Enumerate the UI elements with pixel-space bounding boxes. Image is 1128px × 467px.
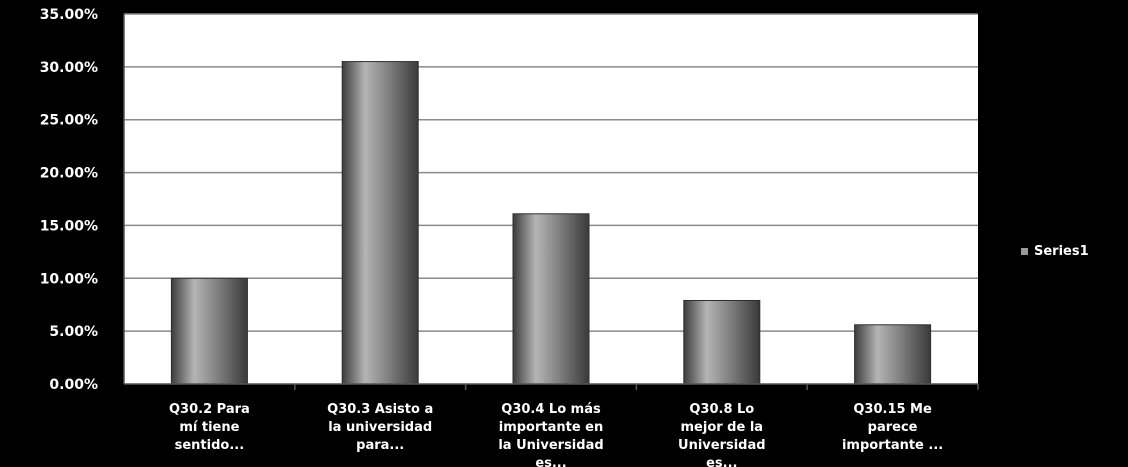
x-category-label-line: importante ...	[842, 438, 943, 453]
x-category-label: Q30.8 Lo mejor de la Universidad es...	[678, 402, 766, 467]
y-tick-label: 0.00%	[49, 377, 98, 393]
x-category-label-line: Q30.2 Para	[169, 402, 250, 417]
x-category-label-line: mí tiene	[179, 420, 239, 435]
x-category-label-line: Q30.15 Me	[853, 402, 932, 417]
x-category-label-line: importante en	[499, 420, 604, 435]
x-category-label: Q30.4 Lo más importante en la Universidad e…	[498, 402, 603, 467]
x-category-label-line: Universidad	[678, 438, 766, 453]
legend: Series1	[1021, 244, 1089, 259]
y-tick-label: 25.00%	[40, 113, 98, 129]
bar	[512, 213, 590, 385]
y-tick-label: 15.00%	[40, 218, 98, 234]
x-category-label-line: es...	[535, 456, 566, 467]
y-tick-label: 30.00%	[40, 60, 98, 76]
x-category-label: Q30.2 Para mí tiene sentido...	[169, 402, 250, 453]
bar	[683, 299, 761, 385]
x-category-labels: Q30.2 Para mí tiene sentido... Q30.3 Asisto…	[169, 402, 943, 467]
x-category-label-line: mejor de la	[681, 420, 764, 435]
x-category-label: Q30.15 Me parece importante ...	[842, 402, 943, 453]
x-category-label-line: Q30.4 Lo más	[501, 402, 601, 417]
x-category-label-line: la Universidad	[498, 438, 603, 453]
x-category-label-line: para...	[356, 438, 404, 453]
legend-swatch	[1021, 248, 1028, 255]
x-category-label-line: Q30.8 Lo	[689, 402, 754, 417]
x-category-label-line: Q30.3 Asisto a	[327, 402, 433, 417]
x-category-label-line: es...	[706, 456, 737, 467]
y-tick-label: 10.00%	[40, 271, 98, 287]
bar	[341, 61, 419, 385]
y-tick-label: 20.00%	[40, 166, 98, 182]
x-category-label: Q30.3 Asisto a la universidad para...	[327, 402, 433, 453]
bar	[170, 277, 248, 385]
x-category-label-line: sentido...	[175, 438, 245, 453]
y-tick-label: 5.00%	[49, 324, 98, 340]
bar	[854, 324, 932, 385]
legend-label: Series1	[1034, 244, 1089, 259]
y-tick-labels: 0.00% 5.00% 10.00% 15.00% 20.00% 25.00% 30.00%…	[40, 7, 98, 393]
y-tick-label: 35.00%	[40, 7, 98, 23]
axes	[123, 14, 979, 390]
x-category-label-line: parece	[868, 420, 918, 435]
x-category-label-line: la universidad	[328, 420, 432, 435]
